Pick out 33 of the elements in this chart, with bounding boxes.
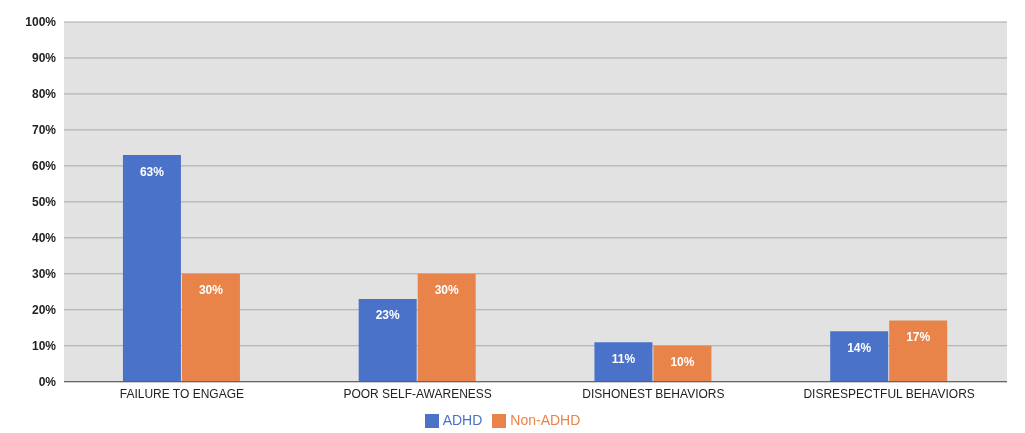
y-tick-label: 0% [38, 374, 57, 389]
y-tick-label: 60% [31, 159, 57, 174]
y-tick-label: 70% [31, 123, 57, 138]
y-tick-label: 40% [31, 231, 57, 246]
bar [358, 298, 417, 382]
y-tick-label: 90% [31, 51, 57, 66]
x-tick-label: DISHONEST BEHAVIORS [582, 387, 725, 402]
data-label: 11% [611, 351, 636, 366]
data-label: 14% [847, 340, 872, 355]
bar [830, 331, 889, 382]
y-tick-label: 100% [25, 15, 57, 30]
y-tick-label: 80% [31, 87, 57, 102]
data-label: 17% [906, 330, 931, 345]
legend-label: Non-ADHD [510, 411, 581, 428]
bar [653, 345, 712, 382]
data-label: 30% [434, 283, 460, 298]
y-tick-label: 10% [31, 338, 57, 353]
data-label: 10% [670, 355, 695, 370]
x-tick-label: FAILURE TO ENGAGE [119, 387, 245, 402]
data-label: 23% [375, 308, 401, 323]
bar [594, 342, 653, 382]
y-tick-label: 20% [31, 303, 57, 318]
legend-label: ADHD [442, 411, 483, 428]
bar [122, 155, 181, 382]
bar [181, 273, 240, 382]
bar [417, 273, 476, 382]
bar [889, 320, 948, 382]
y-tick-label: 30% [31, 267, 57, 282]
x-tick-label: DISRESPECTFUL BEHAVIORS [803, 387, 975, 402]
data-label: 63% [139, 164, 165, 179]
y-tick-label: 50% [31, 195, 57, 210]
data-label: 30% [198, 283, 224, 298]
x-tick-label: POOR SELF-AWARENESS [343, 387, 492, 402]
